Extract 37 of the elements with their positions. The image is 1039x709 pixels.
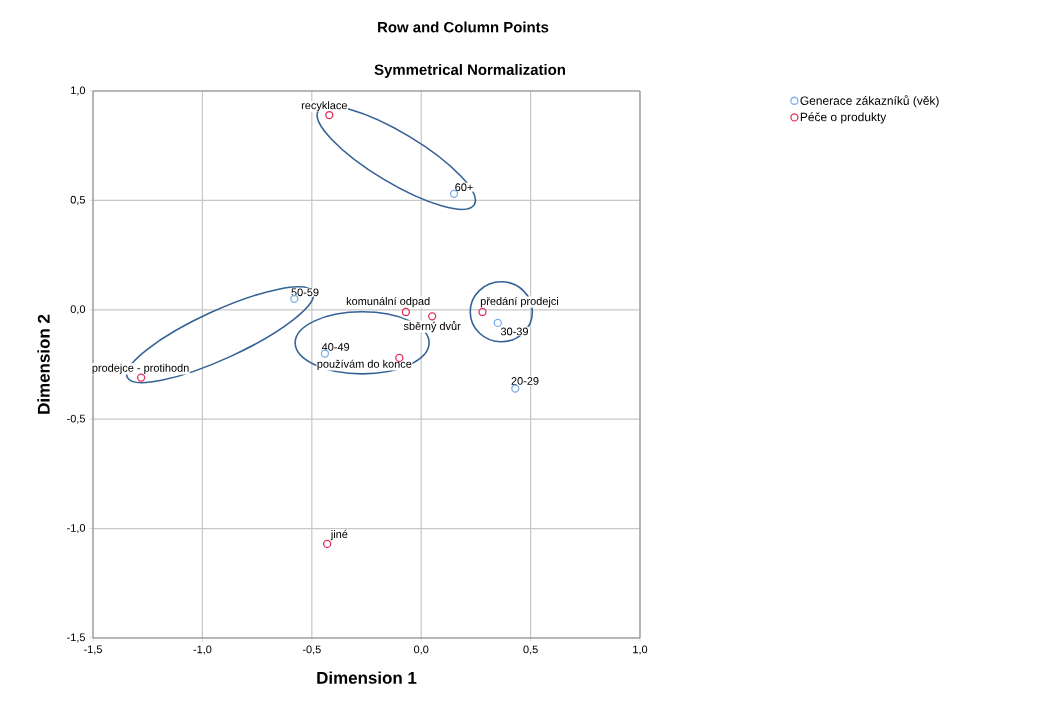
annotation: sběrný dvůr: [403, 321, 461, 333]
x-axis-title: Dimension 1: [317, 671, 417, 684]
annotation: prodejce - protihodn: [92, 363, 189, 374]
point: [493, 318, 502, 328]
y-axis-title: Dimension 2: [37, 314, 50, 414]
annotation: 30-39: [500, 327, 528, 336]
annotation: komunální odpad: [346, 296, 430, 308]
annotation: 40-49: [321, 343, 350, 351]
point: [322, 539, 332, 549]
x-tick-label: 0,0: [414, 645, 429, 655]
annotation: recyklace: [301, 101, 347, 112]
point: [428, 312, 437, 321]
x-tick-label: -1,5: [84, 645, 102, 655]
chart-title: Row and Column Points: [378, 21, 549, 33]
point: [478, 307, 487, 317]
x-tick-label: 0,5: [523, 645, 538, 655]
point: [136, 373, 146, 382]
annotation: používám do konce: [317, 359, 412, 370]
legend-label: Péče o produkty: [800, 112, 887, 124]
annotation: 20-29: [511, 377, 539, 385]
y-tick-label: 0,5: [70, 195, 86, 205]
x-tick-label: 1,0: [633, 645, 648, 655]
point: [449, 189, 459, 198]
chart-subtitle: Symmetrical Normalization: [374, 64, 565, 78]
y-tick-label: -1,5: [67, 633, 86, 643]
x-tick-label: -1,0: [193, 645, 212, 655]
legend-label: Generace zákazníků (věk): [800, 95, 939, 108]
y-tick-label: 0,0: [70, 305, 86, 315]
x-tick-label: -0,5: [302, 645, 321, 655]
y-tick-label: 1,0: [71, 86, 86, 96]
point: [401, 307, 411, 317]
y-tick-label: -0,5: [67, 414, 86, 424]
annotation: předání prodejci: [480, 296, 559, 308]
annotation: 60+: [455, 183, 473, 192]
annotation: jiné: [330, 529, 348, 541]
y-tick-label: -1,0: [67, 524, 86, 534]
annotation: 50-59: [291, 288, 319, 297]
